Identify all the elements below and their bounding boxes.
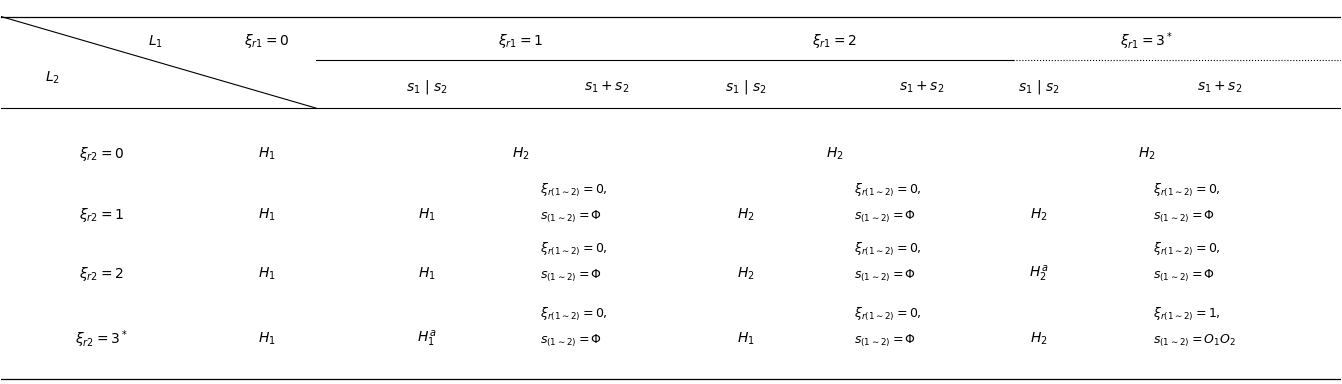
- Text: $s_{(1{\sim}2)}=\Phi$: $s_{(1{\sim}2)}=\Phi$: [539, 268, 601, 284]
- Text: $\xi_{r2}=1$: $\xi_{r2}=1$: [79, 206, 125, 224]
- Text: $s_{(1{\sim}2)}=\Phi$: $s_{(1{\sim}2)}=\Phi$: [539, 209, 601, 225]
- Text: $H_{2}$: $H_{2}$: [825, 146, 843, 162]
- Text: $\xi_{r(1{\sim}2)}=0,$: $\xi_{r(1{\sim}2)}=0,$: [1153, 182, 1221, 199]
- Text: $s_1+s_2$: $s_1+s_2$: [584, 79, 629, 95]
- Text: $s_1\ |\ s_2$: $s_1\ |\ s_2$: [407, 78, 448, 96]
- Text: $H_{2}$: $H_{2}$: [513, 146, 530, 162]
- Text: $s_{(1{\sim}2)}=\Phi$: $s_{(1{\sim}2)}=\Phi$: [1153, 268, 1215, 284]
- Text: $L_1$: $L_1$: [148, 33, 162, 50]
- Text: $H_{2}$: $H_{2}$: [1031, 331, 1048, 347]
- Text: $\xi_{r(1{\sim}2)}=0,$: $\xi_{r(1{\sim}2)}=0,$: [855, 182, 922, 199]
- Text: $H_{1}$: $H_{1}$: [737, 331, 754, 347]
- Text: $s_1\ |\ s_2$: $s_1\ |\ s_2$: [725, 78, 768, 96]
- Text: $H_{2}^{\,a}$: $H_{2}^{\,a}$: [1029, 264, 1049, 284]
- Text: $H_{2}$: $H_{2}$: [737, 207, 754, 223]
- Text: $H_{2}$: $H_{2}$: [1138, 146, 1155, 162]
- Text: $H_{1}$: $H_{1}$: [419, 266, 436, 282]
- Text: $\xi_{r2}=2$: $\xi_{r2}=2$: [79, 265, 125, 283]
- Text: $H_{1}$: $H_{1}$: [258, 331, 275, 347]
- Text: $s_1+s_2$: $s_1+s_2$: [899, 79, 943, 95]
- Text: $\xi_{r1}=0$: $\xi_{r1}=0$: [244, 32, 289, 50]
- Text: $\xi_{r(1{\sim}2)}=1,$: $\xi_{r(1{\sim}2)}=1,$: [1153, 305, 1221, 323]
- Text: $\xi_{r1}=3^*$: $\xi_{r1}=3^*$: [1121, 31, 1173, 52]
- Text: $\xi_{r(1{\sim}2)}=0,$: $\xi_{r(1{\sim}2)}=0,$: [539, 305, 608, 323]
- Text: $H_{1}$: $H_{1}$: [258, 146, 275, 162]
- Text: $\xi_{r2}=0$: $\xi_{r2}=0$: [79, 145, 125, 163]
- Text: $s_{(1{\sim}2)}=O_1O_2$: $s_{(1{\sim}2)}=O_1O_2$: [1153, 333, 1236, 349]
- Text: $H_{1}$: $H_{1}$: [258, 266, 275, 282]
- Text: $H_{2}$: $H_{2}$: [1031, 207, 1048, 223]
- Text: $\xi_{r1}=1$: $\xi_{r1}=1$: [498, 32, 544, 50]
- Text: $s_{(1{\sim}2)}=\Phi$: $s_{(1{\sim}2)}=\Phi$: [855, 333, 917, 349]
- Text: $s_{(1{\sim}2)}=\Phi$: $s_{(1{\sim}2)}=\Phi$: [855, 209, 917, 225]
- Text: $H_{1}$: $H_{1}$: [258, 207, 275, 223]
- Text: $s_{(1{\sim}2)}=\Phi$: $s_{(1{\sim}2)}=\Phi$: [855, 268, 917, 284]
- Text: $H_{1}$: $H_{1}$: [419, 207, 436, 223]
- Text: $\xi_{r(1{\sim}2)}=0,$: $\xi_{r(1{\sim}2)}=0,$: [855, 241, 922, 258]
- Text: $\xi_{r(1{\sim}2)}=0,$: $\xi_{r(1{\sim}2)}=0,$: [539, 241, 608, 258]
- Text: $s_{(1{\sim}2)}=\Phi$: $s_{(1{\sim}2)}=\Phi$: [539, 333, 601, 349]
- Text: $s_{(1{\sim}2)}=\Phi$: $s_{(1{\sim}2)}=\Phi$: [1153, 209, 1215, 225]
- Text: $\xi_{r(1{\sim}2)}=0,$: $\xi_{r(1{\sim}2)}=0,$: [1153, 241, 1221, 258]
- Text: $L_2$: $L_2$: [44, 70, 60, 86]
- Text: $s_1+s_2$: $s_1+s_2$: [1197, 79, 1243, 95]
- Text: $\xi_{r2}=3^*$: $\xi_{r2}=3^*$: [75, 328, 129, 349]
- Text: $s_1\ |\ s_2$: $s_1\ |\ s_2$: [1019, 78, 1060, 96]
- Text: $H_{1}^{\,a}$: $H_{1}^{\,a}$: [417, 329, 437, 349]
- Text: $\xi_{r(1{\sim}2)}=0,$: $\xi_{r(1{\sim}2)}=0,$: [539, 182, 608, 199]
- Text: $\xi_{r(1{\sim}2)}=0,$: $\xi_{r(1{\sim}2)}=0,$: [855, 305, 922, 323]
- Text: $\xi_{r1}=2$: $\xi_{r1}=2$: [812, 32, 856, 50]
- Text: $H_{2}$: $H_{2}$: [737, 266, 754, 282]
